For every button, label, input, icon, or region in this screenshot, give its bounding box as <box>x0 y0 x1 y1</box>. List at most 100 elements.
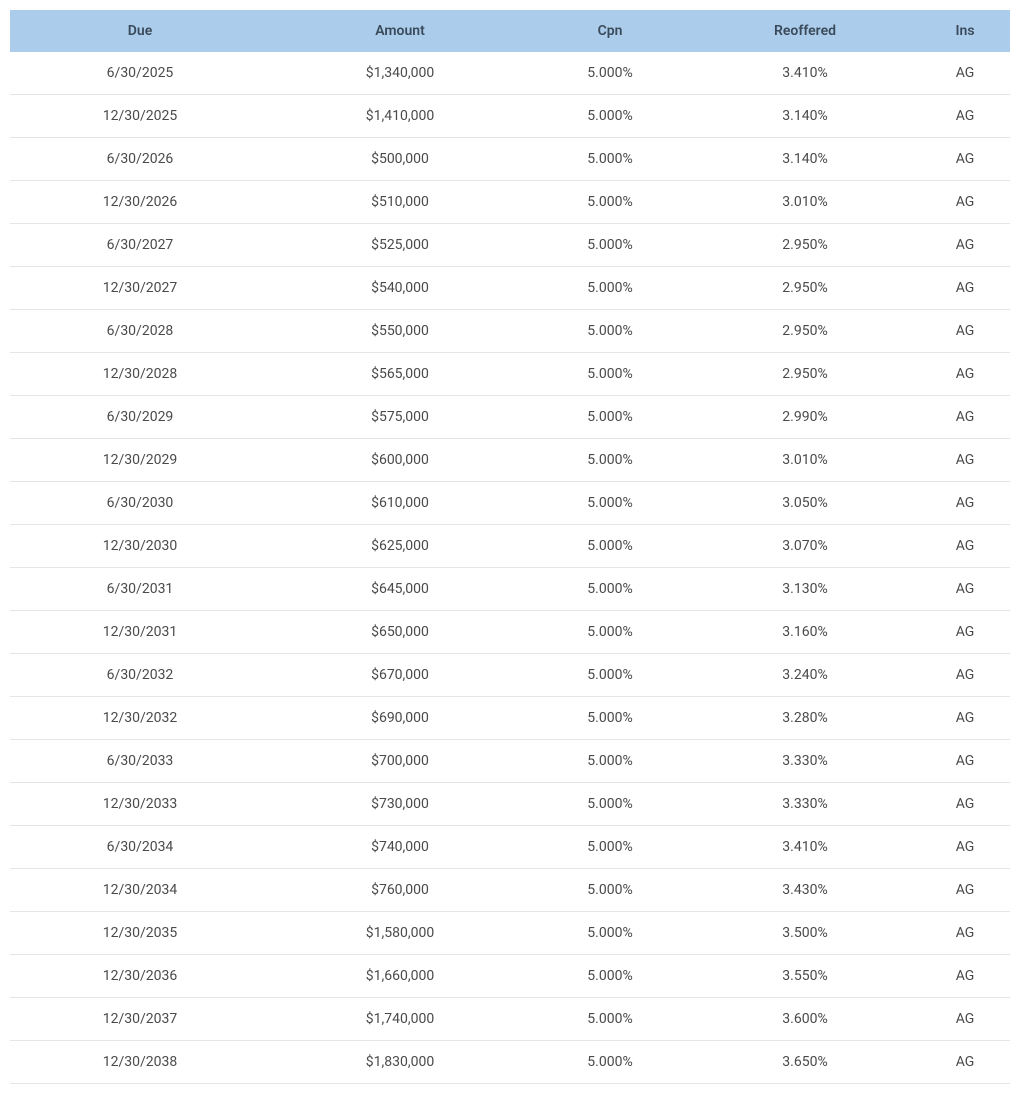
cell-reoffered: 3.140% <box>690 138 920 181</box>
cell-reoffered: 2.950% <box>690 353 920 396</box>
cell-cpn: 5.000% <box>530 998 690 1041</box>
cell-amount: $625,000 <box>270 525 530 568</box>
cell-ins: AG <box>920 138 1010 181</box>
cell-cpn: 5.000% <box>530 267 690 310</box>
table-row: 6/30/2033$700,0005.000%3.330%AG <box>10 740 1010 783</box>
table-row: 6/30/2030$610,0005.000%3.050%AG <box>10 482 1010 525</box>
table-row: 6/30/2025$1,340,0005.000%3.410%AG <box>10 52 1010 95</box>
cell-reoffered: 3.160% <box>690 611 920 654</box>
cell-cpn: 5.000% <box>530 955 690 998</box>
column-header-ins: Ins <box>920 10 1010 52</box>
column-header-cpn: Cpn <box>530 10 690 52</box>
cell-amount: $1,830,000 <box>270 1041 530 1084</box>
cell-reoffered: 3.010% <box>690 181 920 224</box>
cell-ins: AG <box>920 353 1010 396</box>
table-row: 6/30/2028$550,0005.000%2.950%AG <box>10 310 1010 353</box>
cell-reoffered: 3.050% <box>690 482 920 525</box>
cell-due: 12/30/2028 <box>10 353 270 396</box>
table-row: 12/30/2031$650,0005.000%3.160%AG <box>10 611 1010 654</box>
cell-cpn: 5.000% <box>530 95 690 138</box>
cell-ins: AG <box>920 912 1010 955</box>
cell-reoffered: 2.950% <box>690 310 920 353</box>
cell-due: 12/30/2033 <box>10 783 270 826</box>
cell-ins: AG <box>920 998 1010 1041</box>
cell-amount: $760,000 <box>270 869 530 912</box>
cell-ins: AG <box>920 1041 1010 1084</box>
cell-due: 12/30/2030 <box>10 525 270 568</box>
cell-ins: AG <box>920 611 1010 654</box>
cell-cpn: 5.000% <box>530 224 690 267</box>
cell-cpn: 5.000% <box>530 310 690 353</box>
cell-amount: $575,000 <box>270 396 530 439</box>
cell-amount: $1,580,000 <box>270 912 530 955</box>
cell-cpn: 5.000% <box>530 826 690 869</box>
cell-cpn: 5.000% <box>530 138 690 181</box>
cell-ins: AG <box>920 482 1010 525</box>
cell-cpn: 5.000% <box>530 912 690 955</box>
cell-ins: AG <box>920 267 1010 310</box>
table-row: 12/30/2038$1,830,0005.000%3.650%AG <box>10 1041 1010 1084</box>
cell-ins: AG <box>920 740 1010 783</box>
table-row: 12/30/2026$510,0005.000%3.010%AG <box>10 181 1010 224</box>
cell-reoffered: 2.950% <box>690 224 920 267</box>
cell-reoffered: 3.430% <box>690 869 920 912</box>
cell-cpn: 5.000% <box>530 568 690 611</box>
table-row: 12/30/2035$1,580,0005.000%3.500%AG <box>10 912 1010 955</box>
cell-cpn: 5.000% <box>530 482 690 525</box>
cell-ins: AG <box>920 697 1010 740</box>
cell-amount: $645,000 <box>270 568 530 611</box>
cell-reoffered: 3.410% <box>690 52 920 95</box>
cell-cpn: 5.000% <box>530 52 690 95</box>
cell-due: 6/30/2025 <box>10 52 270 95</box>
column-header-due: Due <box>10 10 270 52</box>
cell-ins: AG <box>920 568 1010 611</box>
cell-due: 6/30/2027 <box>10 224 270 267</box>
cell-amount: $670,000 <box>270 654 530 697</box>
cell-reoffered: 3.130% <box>690 568 920 611</box>
cell-ins: AG <box>920 955 1010 998</box>
table-row: 6/30/2032$670,0005.000%3.240%AG <box>10 654 1010 697</box>
cell-reoffered: 3.600% <box>690 998 920 1041</box>
cell-amount: $500,000 <box>270 138 530 181</box>
table-row: 12/30/2033$730,0005.000%3.330%AG <box>10 783 1010 826</box>
cell-reoffered: 3.650% <box>690 1041 920 1084</box>
cell-ins: AG <box>920 826 1010 869</box>
cell-ins: AG <box>920 52 1010 95</box>
cell-ins: AG <box>920 181 1010 224</box>
table-row: 12/30/2030$625,0005.000%3.070%AG <box>10 525 1010 568</box>
cell-due: 6/30/2026 <box>10 138 270 181</box>
cell-amount: $510,000 <box>270 181 530 224</box>
table-body: 6/30/2025$1,340,0005.000%3.410%AG 12/30/2… <box>10 52 1010 1084</box>
table-row: 12/30/2029$600,0005.000%3.010%AG <box>10 439 1010 482</box>
cell-ins: AG <box>920 654 1010 697</box>
table-row: 6/30/2031$645,0005.000%3.130%AG <box>10 568 1010 611</box>
bond-schedule-table: DueAmountCpnReofferedIns 6/30/2025$1,340… <box>10 10 1010 1084</box>
cell-reoffered: 3.070% <box>690 525 920 568</box>
column-header-reoffered: Reoffered <box>690 10 920 52</box>
cell-due: 6/30/2032 <box>10 654 270 697</box>
cell-due: 12/30/2032 <box>10 697 270 740</box>
cell-cpn: 5.000% <box>530 1041 690 1084</box>
column-header-amount: Amount <box>270 10 530 52</box>
cell-amount: $730,000 <box>270 783 530 826</box>
cell-ins: AG <box>920 525 1010 568</box>
cell-due: 12/30/2027 <box>10 267 270 310</box>
cell-due: 6/30/2028 <box>10 310 270 353</box>
cell-amount: $690,000 <box>270 697 530 740</box>
cell-reoffered: 3.280% <box>690 697 920 740</box>
cell-due: 12/30/2029 <box>10 439 270 482</box>
cell-due: 6/30/2033 <box>10 740 270 783</box>
cell-amount: $550,000 <box>270 310 530 353</box>
table-row: 12/30/2028$565,0005.000%2.950%AG <box>10 353 1010 396</box>
cell-due: 12/30/2031 <box>10 611 270 654</box>
cell-cpn: 5.000% <box>530 439 690 482</box>
cell-cpn: 5.000% <box>530 869 690 912</box>
cell-cpn: 5.000% <box>530 611 690 654</box>
cell-cpn: 5.000% <box>530 525 690 568</box>
cell-reoffered: 3.240% <box>690 654 920 697</box>
cell-ins: AG <box>920 224 1010 267</box>
cell-cpn: 5.000% <box>530 783 690 826</box>
table-row: 12/30/2037$1,740,0005.000%3.600%AG <box>10 998 1010 1041</box>
cell-amount: $565,000 <box>270 353 530 396</box>
cell-reoffered: 3.140% <box>690 95 920 138</box>
